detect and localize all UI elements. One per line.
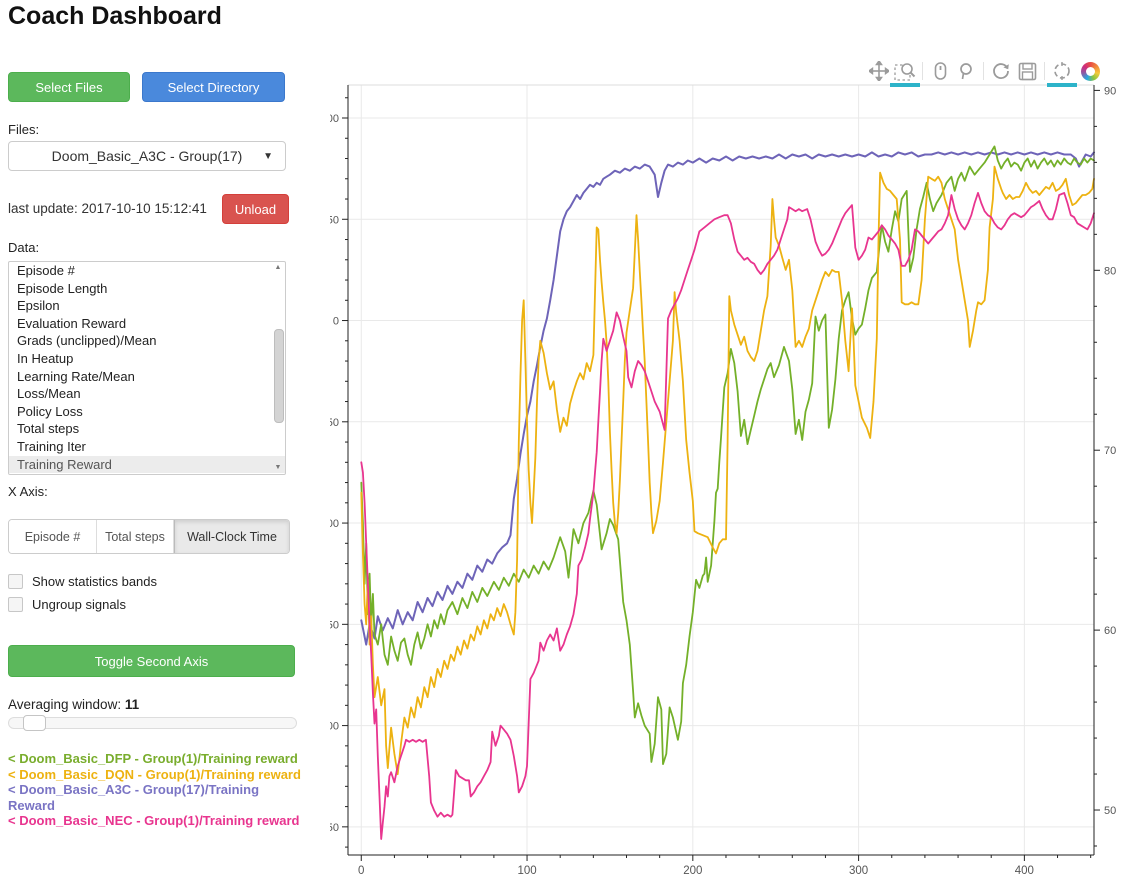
- axis-tick-label: 100: [330, 113, 339, 125]
- series-line[interactable]: [360, 191, 1095, 840]
- legend-entry[interactable]: < Doom_Basic_DQN - Group(1)/Training rew…: [8, 766, 301, 782]
- bokeh-logo-center: [1086, 66, 1095, 76]
- checkbox-icon[interactable]: [8, 574, 23, 589]
- list-item[interactable]: Learning Rate/Mean: [17, 368, 135, 384]
- unload-button[interactable]: Unload: [222, 194, 289, 224]
- axis-tick-label: -250: [330, 822, 339, 834]
- checkbox-row: Ungroup signals: [8, 597, 126, 612]
- wheel-zoom-icon[interactable]: [927, 59, 953, 83]
- page-title: Coach Dashboard: [8, 2, 222, 30]
- x-axis-option-total-steps[interactable]: Total steps: [97, 520, 174, 553]
- list-item[interactable]: Episode #: [17, 263, 75, 278]
- list-item[interactable]: Policy Loss: [17, 403, 83, 419]
- scroll-up-icon[interactable]: ▲: [274, 264, 282, 271]
- list-item[interactable]: Total steps: [17, 421, 80, 437]
- axis-tick-label: -200: [330, 721, 339, 733]
- checkbox-row: Show statistics bands: [8, 574, 157, 589]
- x-axis-label: X Axis:: [8, 484, 48, 499]
- axis-tick-label: 60: [1104, 625, 1116, 637]
- list-item[interactable]: Loss/Mean: [17, 386, 81, 402]
- chevron-down-icon: ▼: [263, 151, 273, 162]
- axis-tick-label: -100: [330, 518, 339, 530]
- checkbox-icon[interactable]: [8, 597, 23, 612]
- x-axis-toggle-group: Episode # Total steps Wall-Clock Time: [8, 519, 290, 554]
- select-directory-button[interactable]: Select Directory: [142, 72, 285, 102]
- listbox-scrollbar[interactable]: ▲ ▼: [272, 263, 284, 473]
- list-item[interactable]: Episode Length: [17, 280, 108, 296]
- select-files-button[interactable]: Select Files: [8, 72, 130, 102]
- list-item[interactable]: Grads (unclipped)/Mean: [17, 333, 157, 349]
- reset-icon[interactable]: [988, 59, 1014, 83]
- data-listbox-items: Episode # Episode Length Epsilon Evaluation…: [9, 262, 285, 474]
- axis-tick-label: -150: [330, 619, 339, 631]
- bokeh-logo[interactable]: [1081, 61, 1100, 81]
- list-item[interactable]: Training Reward: [9, 455, 285, 474]
- axis-tick-label: 100: [517, 865, 536, 877]
- axis-tick-label: 400: [1015, 865, 1034, 877]
- toolbar-divider: [922, 62, 923, 80]
- plot-area[interactable]: 100 50 0 -50 -100 -150 -200 -250 90 80 70 60 50 0 100 2…: [317, 0, 1142, 881]
- list-item[interactable]: Training Iter: [17, 438, 86, 454]
- plot-legend: < Doom_Basic_DFP - Group(1)/Training rew…: [8, 751, 304, 829]
- list-item[interactable]: Epsilon: [17, 298, 60, 314]
- legend-entry[interactable]: < Doom_Basic_NEC - Group(1)/Training rew…: [8, 813, 300, 828]
- files-dropdown-value: Doom_Basic_A3C - Group(17): [51, 148, 243, 164]
- save-icon[interactable]: [1014, 59, 1040, 83]
- list-item[interactable]: Evaluation Reward: [17, 315, 127, 331]
- series-line[interactable]: [360, 151, 1095, 646]
- lasso-select-icon[interactable]: [953, 59, 979, 83]
- axis-tick-label: 50: [330, 214, 339, 226]
- averaging-window-label: Averaging window: 11: [8, 697, 140, 712]
- axis-tick-label: 0: [333, 316, 339, 328]
- data-label: Data:: [8, 240, 40, 255]
- legend-entry[interactable]: < Doom_Basic_DFP - Group(1)/Training rew…: [8, 751, 298, 766]
- plot-toolbar: [866, 58, 1100, 87]
- files-label: Files:: [8, 122, 40, 137]
- checkbox-label: Show statistics bands: [32, 574, 158, 589]
- axis-tick-label: 200: [683, 865, 702, 877]
- slider-handle[interactable]: [23, 715, 46, 731]
- axis-tick-label: -50: [330, 417, 339, 429]
- x-axis-option-episode-[interactable]: Episode #: [9, 520, 97, 553]
- axis-tick-label: 50: [1104, 805, 1116, 817]
- checkbox-label: Ungroup signals: [32, 597, 126, 612]
- list-item[interactable]: In Heatup: [17, 350, 74, 366]
- scroll-down-icon[interactable]: ▼: [274, 464, 282, 471]
- toolbar-divider: [1044, 62, 1045, 80]
- axis-tick-label: 0: [358, 865, 364, 877]
- toggle-second-axis-button[interactable]: Toggle Second Axis: [8, 645, 295, 677]
- axis-tick-label: 300: [849, 865, 868, 877]
- last-update-text: last update: 2017-10-10 15:12:41: [8, 201, 207, 216]
- pan-icon[interactable]: [866, 59, 892, 83]
- axis-tick-label: 70: [1104, 445, 1116, 457]
- data-listbox[interactable]: Episode # Episode Length Epsilon Evaluation…: [8, 261, 286, 475]
- chart-canvas[interactable]: 100 50 0 -50 -100 -150 -200 -250 90 80 70 60 50 0 100 2…: [317, 0, 1142, 881]
- axis-tick-label: 80: [1104, 265, 1116, 277]
- toolbar-divider: [983, 62, 984, 80]
- crosshair-icon[interactable]: [1047, 59, 1077, 87]
- averaging-window-value: 11: [124, 697, 140, 712]
- files-dropdown[interactable]: Doom_Basic_A3C - Group(17) ▼: [8, 141, 286, 171]
- legend-entry[interactable]: < Doom_Basic_A3C - Group(17)/Training Re…: [8, 782, 260, 813]
- averaging-window-slider[interactable]: [8, 715, 297, 731]
- axis-tick-label: 90: [1104, 85, 1116, 97]
- series-line[interactable]: [360, 165, 1095, 776]
- scrollbar-thumb[interactable]: [274, 329, 284, 423]
- box-zoom-icon[interactable]: [890, 59, 920, 87]
- x-axis-option-wall-clock-time[interactable]: Wall-Clock Time: [174, 520, 289, 553]
